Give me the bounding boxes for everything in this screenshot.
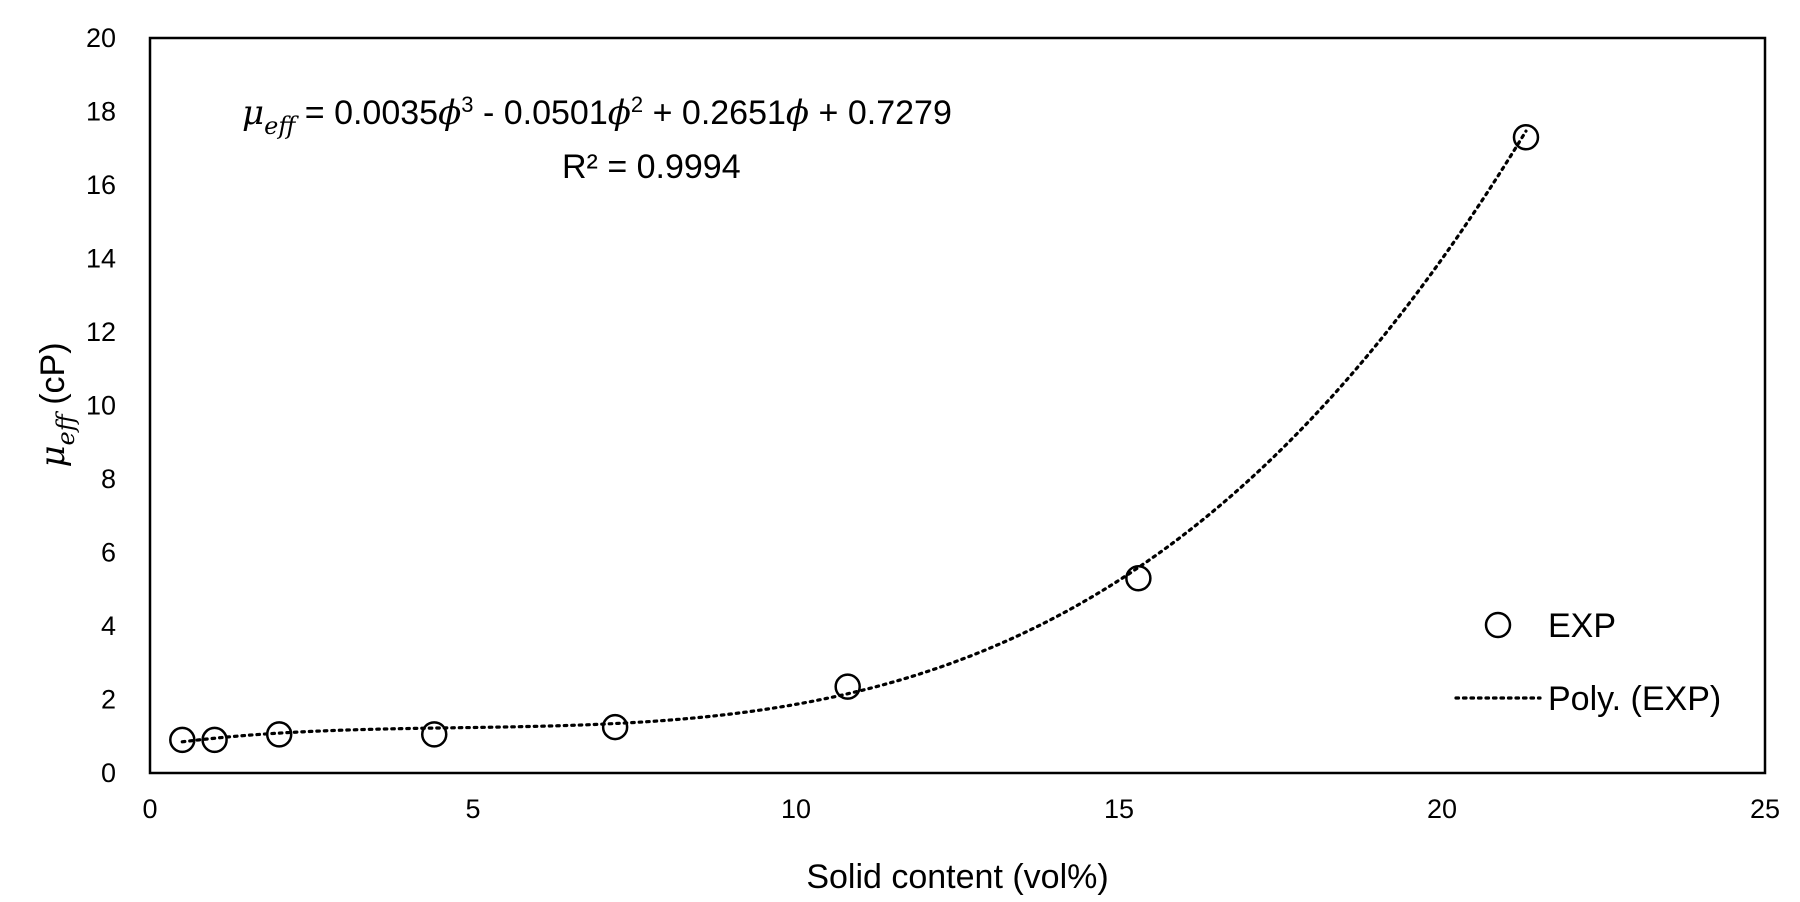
- y-tick-label: 8: [101, 464, 116, 494]
- data-point: [834, 673, 861, 700]
- y-axis-ticks: 0 2 4 6 8 10 12 14 16 18 20: [86, 23, 116, 788]
- fit-equation-term: - 0.0501: [474, 94, 608, 132]
- fit-equation-symbol: μ: [242, 93, 264, 133]
- x-tick-label: 15: [1104, 794, 1134, 824]
- legend-label-exp: EXP: [1548, 607, 1616, 645]
- x-tick-label: 10: [781, 794, 811, 824]
- legend-label-trendline: Poly. (EXP): [1548, 680, 1721, 718]
- y-tick-label: 18: [86, 97, 116, 127]
- y-tick-label: 10: [86, 391, 116, 421]
- polynomial-trendline: [180, 129, 1528, 744]
- fit-equation-term: + 0.7279: [809, 94, 952, 132]
- y-tick-label: 4: [101, 611, 116, 641]
- y-tick-label: 12: [86, 317, 116, 347]
- fit-equation-term: ϕ: [786, 93, 809, 133]
- y-axis-title: μeff (cP): [33, 342, 80, 467]
- fit-equation-term: ϕ: [438, 93, 461, 133]
- data-point: [169, 726, 196, 754]
- x-tick-label: 25: [1750, 794, 1780, 824]
- x-tick-label: 20: [1427, 794, 1457, 824]
- fit-r-squared: R² = 0.9994: [562, 148, 741, 186]
- fit-equation-term: ϕ: [608, 93, 631, 133]
- x-axis-title: Solid content (vol%): [806, 858, 1108, 896]
- data-point: [1125, 564, 1152, 592]
- x-tick-label: 0: [142, 794, 157, 824]
- exp-points: [169, 123, 1540, 754]
- y-tick-label: 6: [101, 538, 116, 568]
- x-tick-label: 5: [465, 794, 480, 824]
- y-axis-title-unit: (cP): [34, 342, 72, 414]
- legend-marker-exp: [1484, 611, 1512, 639]
- fit-equation-subscript: eff: [264, 112, 299, 140]
- y-tick-label: 0: [101, 758, 116, 788]
- y-tick-label: 20: [86, 23, 116, 53]
- data-point: [420, 721, 448, 748]
- y-tick-label: 14: [86, 244, 116, 274]
- fit-equation-term: 3: [461, 92, 473, 117]
- fit-equation: μeff = 0.0035ϕ3 - 0.0501ϕ2 + 0.2651ϕ + 0…: [242, 92, 952, 140]
- data-point: [601, 713, 629, 741]
- y-axis-title-subscript: eff: [52, 410, 80, 445]
- fit-equation-term: 2: [631, 92, 643, 117]
- y-axis-title-symbol: μ: [33, 445, 73, 467]
- legend: EXP Poly. (EXP): [1454, 607, 1721, 718]
- x-axis-ticks: 0 5 10 15 20 25: [142, 794, 1780, 824]
- data-point: [1512, 123, 1540, 151]
- fit-equation-term: + 0.2651: [643, 94, 786, 132]
- y-tick-label: 16: [86, 170, 116, 200]
- data-point: [265, 721, 293, 748]
- plot-area: [148, 36, 1767, 775]
- fit-equation-term: = 0.0035: [295, 94, 438, 132]
- data-point: [201, 726, 228, 754]
- y-tick-label: 2: [101, 685, 116, 715]
